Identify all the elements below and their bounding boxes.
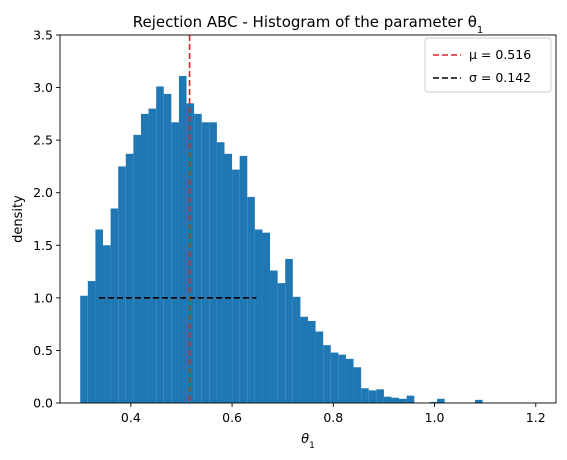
histogram-bar [163, 93, 172, 403]
histogram-bar [361, 388, 369, 403]
legend-mean-label: μ = 0.516 [469, 47, 531, 62]
y-tick-label: 3.0 [33, 80, 53, 95]
x-tick-label: 0.6 [222, 410, 242, 425]
histogram-bar [399, 398, 407, 403]
histogram-bar [87, 281, 96, 403]
x-tick-label: 1.2 [526, 410, 546, 425]
histogram-bar [148, 108, 157, 403]
y-tick-label: 0.0 [33, 396, 53, 411]
histogram-bar [133, 134, 141, 403]
histogram-bar [406, 395, 415, 403]
histogram-bar [103, 245, 111, 403]
x-axis-ticks: 0.4 0.6 0.8 1.0 1.2 [121, 403, 546, 425]
histogram-bar [224, 153, 233, 403]
histogram-bar [209, 122, 217, 404]
y-tick-label: 2.5 [33, 133, 53, 148]
histogram-bar [338, 354, 346, 403]
histogram-bar [330, 352, 339, 403]
histogram-bar [376, 389, 384, 403]
histogram-bar [125, 153, 134, 403]
histogram-bar [315, 331, 324, 403]
histogram-bar [292, 296, 301, 403]
legend-std-label: σ = 0.142 [469, 70, 531, 85]
histogram-bar [437, 398, 445, 403]
histogram-bar [254, 229, 263, 403]
histogram-bar [270, 270, 278, 403]
histogram-bar [308, 320, 316, 403]
histogram-bar [285, 258, 293, 403]
histogram-bar [353, 367, 362, 403]
y-tick-label: 3.5 [33, 28, 53, 43]
y-tick-label: 1.5 [33, 238, 53, 253]
histogram-bar [140, 113, 149, 403]
histogram-bar [323, 345, 331, 403]
y-tick-label: 1.0 [33, 290, 53, 305]
chart-title: Rejection ABC - Histogram of the paramet… [133, 13, 484, 36]
histogram-bar [239, 155, 248, 403]
histogram-bar [247, 196, 255, 403]
histogram-bar [383, 396, 392, 403]
y-tick-label: 0.5 [33, 343, 53, 358]
histogram-bar [277, 283, 286, 403]
y-axis-label: density [11, 195, 26, 243]
histogram-bar [429, 401, 438, 403]
plot-frame [59, 34, 557, 404]
histogram-bar [391, 397, 400, 403]
histogram-bar [300, 316, 308, 403]
histogram-bar [194, 113, 202, 403]
histogram-bar [178, 76, 187, 404]
histogram-bar [201, 122, 210, 404]
histogram-bar [118, 166, 126, 403]
x-axis-label: θ1 [301, 432, 315, 451]
y-axis-ticks: 0.0 0.5 1.0 1.5 2.0 2.5 3.0 3.5 [33, 28, 60, 411]
histogram-bar [262, 232, 271, 403]
histogram-bar [216, 142, 225, 403]
histogram-bar [171, 122, 179, 404]
histogram-bar [110, 208, 119, 403]
histogram-bar [95, 229, 104, 403]
histogram-bar [475, 399, 483, 403]
histogram-bar [232, 169, 240, 403]
x-tick-label: 0.8 [323, 410, 343, 425]
histogram-bar [345, 358, 354, 403]
histogram-bar [368, 390, 377, 403]
x-tick-label: 1.0 [425, 410, 445, 425]
histogram-bar [80, 295, 88, 403]
histogram-bar [156, 86, 164, 404]
y-tick-label: 2.0 [33, 185, 53, 200]
legend: μ = 0.516 σ = 0.142 [424, 37, 552, 93]
x-tick-label: 0.4 [121, 410, 141, 425]
